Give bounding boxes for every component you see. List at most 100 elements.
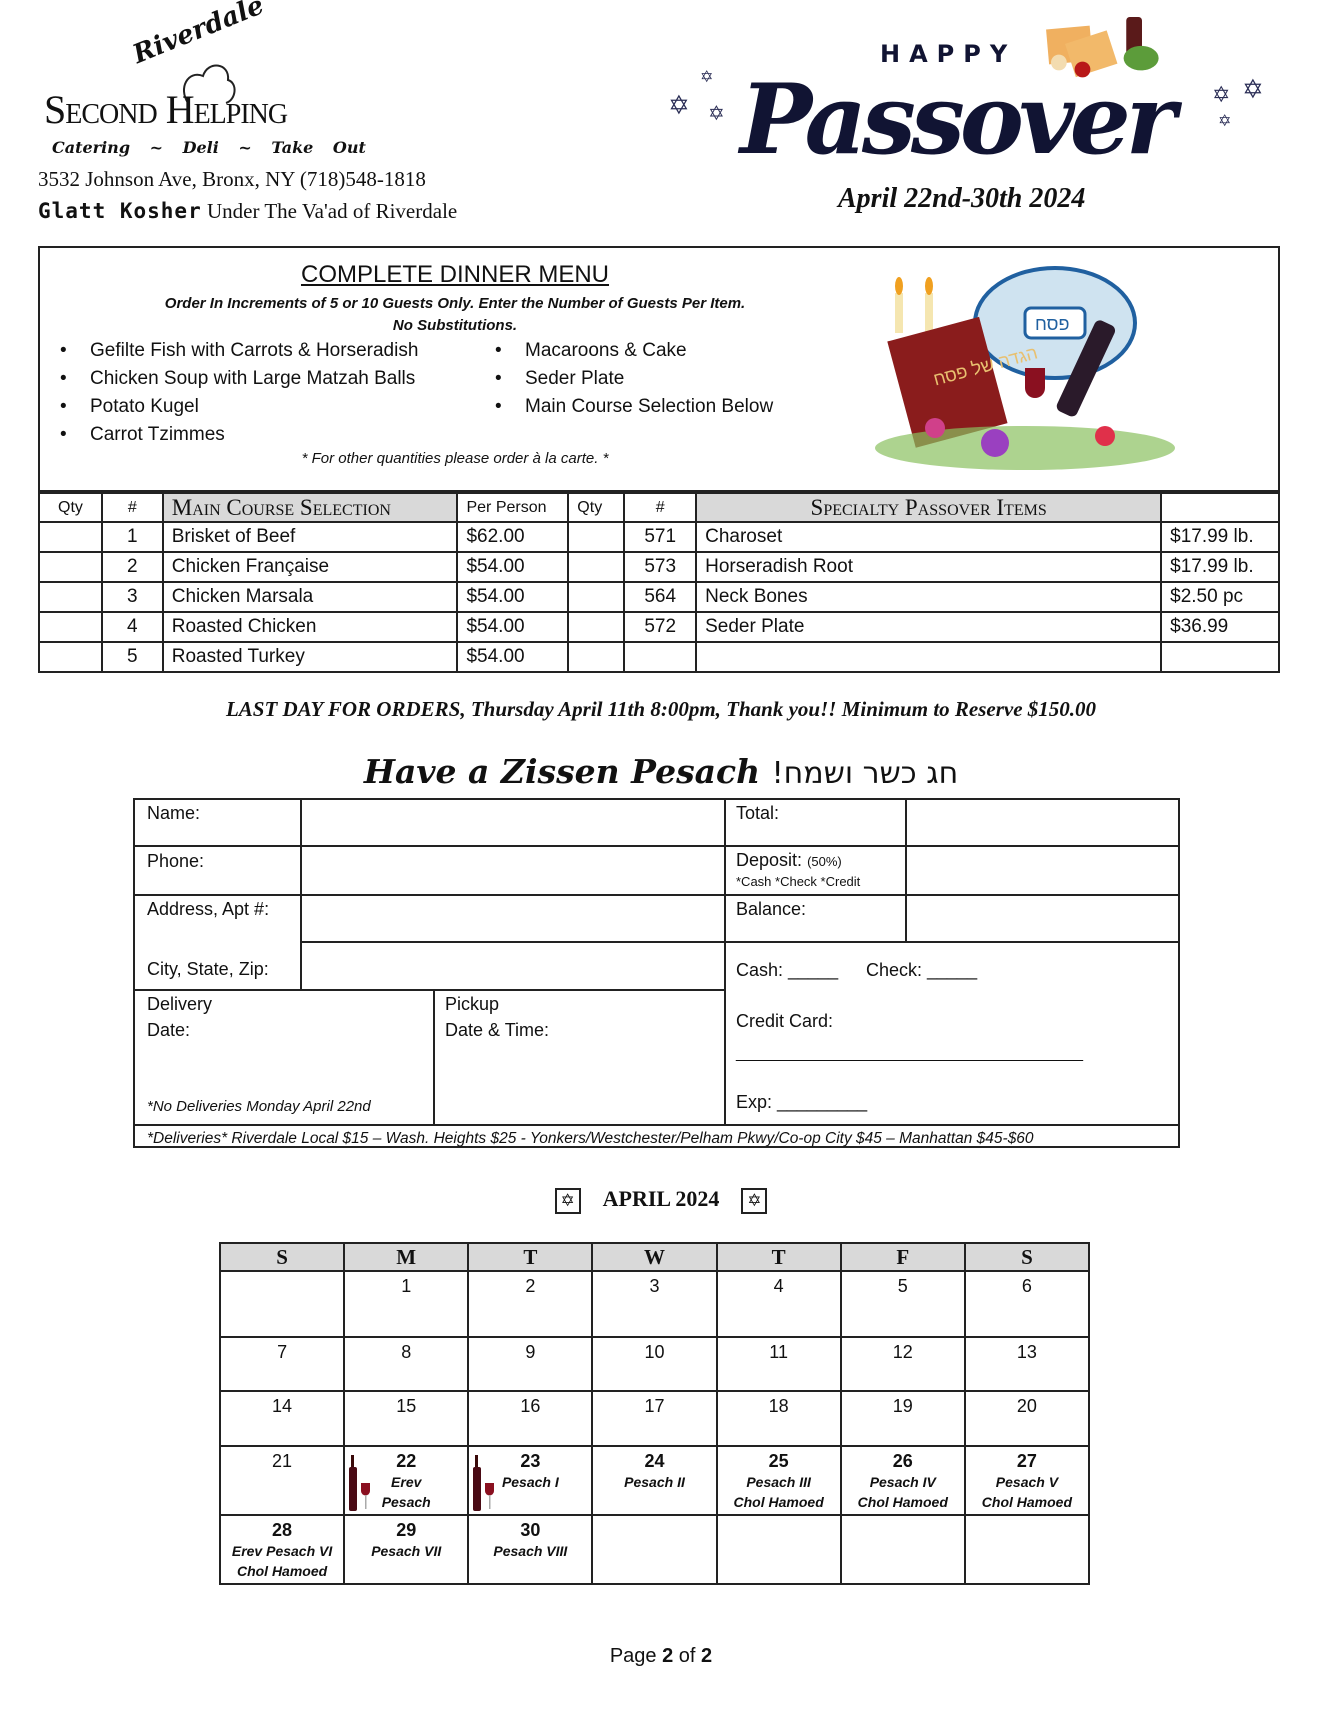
header-specialty: Specialty Passover Items — [695, 492, 1163, 523]
qty-cell[interactable] — [38, 611, 103, 643]
header-qty2: Qty — [567, 492, 626, 523]
table-row: 4 Roasted Chicken $54.00 572 Seder Plate $36.… — [38, 611, 1280, 643]
qty-cell[interactable] — [38, 521, 103, 553]
price: $54.00 — [456, 611, 570, 643]
menu-footer: * For other quantities please order à la… — [301, 450, 609, 467]
calendar-week: 28 Erev Pesach VI Chol Hamoed 29 Pesach VII 3… — [218, 1514, 1091, 1585]
specialty-price: $17.99 lb. — [1160, 521, 1280, 553]
greeting: Have a Zissen Pesach !חג כשר ושמח — [0, 752, 1322, 792]
order-table: Qty # Main Course Selection Per Person Q… — [38, 492, 1280, 673]
name-field[interactable] — [303, 800, 723, 844]
specialty-item: Neck Bones — [695, 581, 1163, 613]
star-of-david-icon: ✡ — [700, 69, 714, 86]
day-number: 11 — [769, 1342, 788, 1362]
weekday-6: S — [963, 1242, 1091, 1272]
calendar-day: 29 Pesach VII — [343, 1514, 470, 1585]
specialty-price — [1160, 641, 1280, 673]
day-number: 2 — [525, 1276, 536, 1296]
specialty-item: Charoset — [695, 521, 1163, 553]
menu-item: Chicken Soup with Large Matzah Balls — [60, 365, 418, 393]
qty-cell[interactable] — [38, 551, 103, 583]
table-row: 5 Roasted Turkey $54.00 — [38, 641, 1280, 673]
qty2-cell[interactable] — [567, 611, 626, 643]
address-label: Address, Apt #: — [147, 899, 270, 919]
specialty-num: 573 — [623, 551, 698, 583]
city-label: City, State, Zip: — [147, 959, 269, 979]
calendar-day: 18 — [715, 1390, 842, 1447]
deposit-field[interactable] — [908, 847, 1180, 893]
menu-note: Order In Increments of 5 or 10 Guests On… — [164, 295, 746, 312]
star-of-david-icon: ✡ — [1218, 113, 1232, 130]
calendar-day: 11 — [715, 1336, 842, 1392]
calendar-day: 27 Pesach V Chol Hamoed — [963, 1445, 1091, 1516]
calendar-day: 26 Pesach IV Chol Hamoed — [839, 1445, 966, 1516]
price: $62.00 — [456, 521, 570, 553]
calendar-day: 15 — [343, 1390, 470, 1447]
calendar-day: 13 — [963, 1336, 1091, 1392]
kosher-text: Under The Va'ad of Riverdale — [206, 199, 458, 223]
happy-label: HAPPY — [880, 40, 1017, 68]
calendar-day: 7 — [218, 1336, 346, 1392]
specialty-price: $36.99 — [1160, 611, 1280, 643]
calendar-day: 17 — [591, 1390, 718, 1447]
tagline-takeout: Take Out — [271, 138, 366, 157]
calendar-day: 12 — [839, 1336, 966, 1392]
tagline-sep: ~ — [238, 138, 252, 157]
calendar-week: 1 2 3 4 5 6 — [218, 1270, 1091, 1338]
qty2-cell[interactable] — [567, 521, 626, 553]
pickup-date-label: Date & Time: — [445, 1020, 550, 1040]
main-item: Chicken Française — [161, 551, 459, 583]
menu-list-left: Gefilte Fish with Carrots & Horseradish … — [60, 337, 418, 449]
total-field[interactable] — [908, 800, 1180, 844]
calendar-day — [715, 1514, 842, 1585]
num-cell: 3 — [100, 581, 164, 613]
calendar-day: 6 — [963, 1270, 1091, 1338]
holiday-label: Pesach II — [624, 1474, 685, 1490]
exp-label: Exp: _________ — [736, 1092, 868, 1112]
weekday-5: F — [839, 1242, 966, 1272]
main-item: Brisket of Beef — [161, 521, 459, 553]
day-number: 30 — [520, 1520, 541, 1540]
deposit-label: Deposit: (50%) — [736, 850, 842, 870]
tagline-deli: Deli — [182, 138, 219, 157]
qty-cell[interactable] — [38, 581, 103, 613]
table-row: 2 Chicken Française $54.00 573 Horseradish R… — [38, 551, 1280, 583]
qty2-cell[interactable] — [567, 641, 626, 673]
kosher-line: Glatt Kosher Under The Va'ad of Riverdal… — [38, 198, 457, 224]
calendar-day: 30 Pesach VIII — [467, 1514, 594, 1585]
menu-title: COMPLETE DINNER MENU — [300, 261, 610, 288]
header-per-person: Per Person — [456, 492, 570, 523]
specialty-num — [623, 641, 698, 673]
qty2-cell[interactable] — [567, 551, 626, 583]
holiday-label: Pesach VII — [371, 1543, 442, 1559]
city-field[interactable] — [303, 943, 723, 988]
balance-field[interactable] — [908, 896, 1180, 940]
holiday-label: Pesach III — [746, 1474, 811, 1490]
qty2-cell[interactable] — [567, 581, 626, 613]
calendar-day: 19 — [839, 1390, 966, 1447]
num-cell: 5 — [100, 641, 164, 673]
delivery-fees: *Deliveries* Riverdale Local $15 – Wash.… — [147, 1130, 1034, 1147]
table-row: 3 Chicken Marsala $54.00 564 Neck Bones $2.50… — [38, 581, 1280, 613]
menu-item: Main Course Selection Below — [495, 393, 773, 421]
specialty-num: 571 — [623, 521, 698, 553]
header-blank — [1160, 492, 1280, 523]
credit-card-line[interactable]: _______________________________________ — [736, 1045, 1084, 1062]
holiday-label: Chol Hamoed — [857, 1494, 948, 1510]
passover-dates: April 22nd-30th 2024 — [838, 183, 1086, 214]
qty-cell[interactable] — [38, 641, 103, 673]
star-of-david-icon: ✡ — [668, 90, 690, 120]
menu-item: Macaroons & Cake — [495, 337, 773, 365]
day-number: 10 — [644, 1342, 665, 1362]
address-field[interactable] — [303, 896, 723, 940]
table-row: 1 Brisket of Beef $62.00 571 Charoset $17.99 … — [38, 521, 1280, 553]
phone-field[interactable] — [303, 847, 723, 893]
order-form: Name: Phone: Address, Apt #: City, State… — [133, 798, 1180, 1148]
calendar-title: ✡ APRIL 2024 ✡ — [0, 1186, 1322, 1214]
day-number: 15 — [396, 1396, 417, 1416]
num-cell: 2 — [100, 551, 164, 583]
seder-illustration: הגדה של פסח פסח — [875, 266, 1175, 470]
day-number: 25 — [768, 1451, 789, 1471]
deposit-methods: *Cash *Check *Credit — [736, 874, 861, 889]
star-of-david-icon: ✡ — [554, 1187, 581, 1214]
